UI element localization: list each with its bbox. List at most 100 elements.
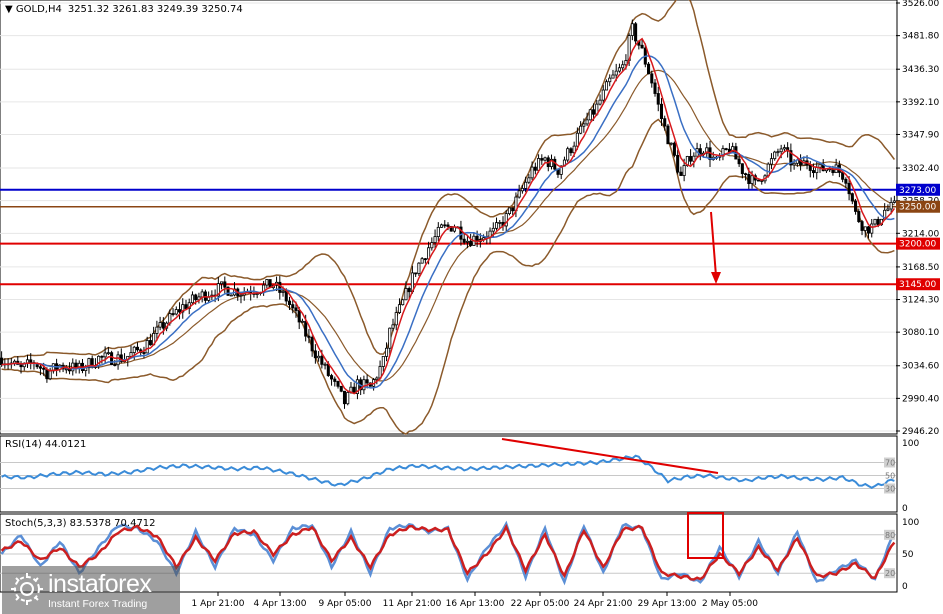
- menu-triangle-icon: ▼: [5, 4, 16, 15]
- stoch-lines: [0, 520, 896, 586]
- candle: [391, 318, 395, 332]
- candle: [854, 198, 858, 215]
- candle: [223, 276, 227, 294]
- candle: [313, 344, 317, 364]
- candle: [158, 316, 162, 331]
- candle: [617, 63, 621, 73]
- candle: [436, 222, 440, 242]
- candle: [265, 278, 269, 289]
- stoch-tick-label: 80: [885, 531, 895, 540]
- candle: [330, 373, 334, 386]
- candle: [507, 207, 511, 216]
- candle: [135, 342, 140, 352]
- rsi-panel: 100 70 50 30 0 RSI(14) 44.0121: [0, 435, 919, 514]
- candle: [174, 306, 178, 316]
- price-level-label: 3273.00: [899, 186, 936, 196]
- candle: [598, 94, 602, 106]
- time-tick-label: 22 Apr 05:00: [511, 599, 570, 609]
- candle: [679, 166, 683, 176]
- price-tick-label: 3392.10: [902, 98, 939, 108]
- candle: [226, 286, 230, 296]
- candle: [465, 234, 469, 249]
- candle: [394, 306, 398, 331]
- price-grid: [0, 2, 896, 432]
- candle: [29, 353, 33, 370]
- price-tick-label: 3214.00: [902, 229, 939, 239]
- candle: [297, 306, 301, 330]
- candle: [443, 220, 447, 229]
- price-level-badge: [896, 200, 940, 213]
- candle: [863, 226, 867, 238]
- candle: [229, 294, 233, 297]
- rsi-line: [1, 454, 895, 489]
- candle: [672, 141, 676, 158]
- candle: [110, 350, 114, 366]
- candle: [756, 179, 761, 182]
- candle: [621, 60, 625, 72]
- candle: [342, 390, 347, 409]
- price-tick-label: 3481.80: [902, 32, 939, 42]
- candle: [414, 272, 418, 277]
- candle: [669, 142, 673, 146]
- candle: [540, 154, 544, 165]
- rsi-level-badge: [884, 483, 895, 494]
- price-tick-label: 3080.10: [902, 328, 939, 338]
- candle: [650, 70, 654, 88]
- price-tick-label: 3168.50: [902, 263, 939, 273]
- candle: [278, 275, 282, 300]
- candle: [870, 218, 874, 238]
- time-tick-label: 29 Apr 13:00: [638, 599, 697, 609]
- candle: [773, 150, 777, 161]
- stoch-highlight-box: [687, 512, 724, 559]
- candle: [588, 109, 592, 121]
- rsi-series-line: [1, 454, 895, 489]
- stoch-tick-label: 20: [885, 569, 895, 578]
- rsi-axis: 100 70 50 30 0: [884, 439, 919, 514]
- candle: [145, 336, 149, 354]
- candle: [640, 39, 644, 49]
- candle: [407, 286, 411, 299]
- rsi-tick-label: 30: [885, 485, 895, 494]
- candle: [375, 376, 379, 385]
- candle: [656, 86, 660, 112]
- forecast-arrow: [710, 211, 721, 284]
- candle: [287, 296, 292, 310]
- instaforex-logo-icon: [11, 573, 43, 605]
- rsi-title: RSI(14) 44.0121: [5, 439, 86, 450]
- candle: [220, 281, 224, 290]
- candle: [462, 233, 466, 245]
- candle: [307, 329, 311, 344]
- stoch-level-badge: [884, 529, 895, 540]
- candle: [336, 380, 340, 389]
- price-tick-label: 3034.60: [902, 362, 939, 372]
- candle: [789, 143, 793, 172]
- candle: [579, 121, 583, 135]
- candle: [530, 161, 534, 181]
- candle: [439, 223, 444, 228]
- candle: [659, 98, 664, 126]
- candle: [663, 115, 667, 131]
- candle: [323, 362, 327, 370]
- candle: [630, 19, 634, 41]
- candle: [433, 229, 437, 249]
- candle: [511, 207, 515, 216]
- price-level-label: 3200.00: [899, 240, 936, 250]
- stoch-tick-label: 0: [902, 582, 908, 592]
- price-level-label: 3145.00: [899, 280, 936, 290]
- ohlc-label: 3251.32 3261.83 3249.39 3250.74: [68, 4, 243, 15]
- candle: [38, 364, 42, 376]
- candle: [634, 21, 638, 45]
- candle: [339, 385, 343, 393]
- symbol-label: GOLD,H4: [16, 4, 62, 15]
- price-tick-label: 3302.40: [902, 164, 939, 174]
- price-tick-label: 3526.00: [902, 0, 939, 9]
- time-tick-label: 4 Apr 13:00: [254, 599, 307, 609]
- candle: [333, 376, 337, 387]
- candle: [388, 327, 392, 356]
- rsi-level-badge: [884, 457, 895, 468]
- price-panel: 3526.00 3481.80 3436.30 3392.10 3347.90 3302.…: [0, 0, 940, 437]
- candle: [64, 364, 68, 374]
- price-level-label: 3250.00: [899, 203, 936, 213]
- candle: [355, 375, 359, 400]
- candle: [148, 333, 152, 346]
